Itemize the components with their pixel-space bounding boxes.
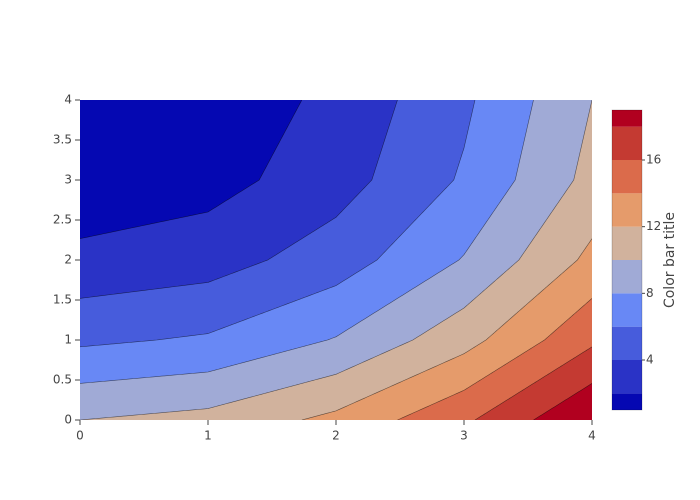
- colorbar-tick-label: 8: [646, 286, 654, 300]
- contour-band: [80, 100, 592, 420]
- y-tick-label: 1.5: [53, 293, 72, 307]
- x-tick-label: 0: [76, 429, 84, 443]
- colorbar-title: Color bar title: [662, 212, 678, 308]
- y-tick-label: 3.5: [53, 133, 72, 147]
- colorbar-band: [612, 260, 642, 294]
- colorbar-band: [612, 193, 642, 227]
- contour-line: [301, 238, 592, 420]
- y-tick-label: 0: [64, 413, 72, 427]
- y-tick-label: 2: [64, 253, 72, 267]
- contour-line: [80, 100, 534, 384]
- y-tick-label: 2.5: [53, 213, 72, 227]
- colorbar-tick-label: 16: [646, 153, 661, 167]
- colorbar-band: [612, 326, 642, 360]
- colorbar-band: [612, 226, 642, 260]
- contour-line: [80, 100, 592, 420]
- y-tick-label: 0.5: [53, 373, 72, 387]
- contour-line: [533, 383, 592, 420]
- colorbar-band: [612, 110, 642, 127]
- contour-line: [80, 100, 398, 299]
- contour-line: [80, 100, 476, 348]
- x-tick-label: 2: [332, 429, 340, 443]
- contour-line: [397, 298, 592, 420]
- colorbar-band: [612, 293, 642, 327]
- plot-area: [80, 100, 592, 420]
- colorbar-band: [612, 393, 642, 410]
- y-tick-label: 1: [64, 333, 72, 347]
- colorbar-band: [612, 160, 642, 194]
- colorbar-band: [612, 126, 642, 160]
- y-tick-label: 3: [64, 173, 72, 187]
- colorbar-band: [612, 360, 642, 394]
- y-tick-label: 4: [64, 93, 72, 107]
- x-tick-label: 3: [460, 429, 468, 443]
- x-tick-label: 1: [204, 429, 212, 443]
- x-tick-label: 4: [588, 429, 596, 443]
- contour-line: [80, 100, 303, 239]
- colorbar-outline: [611, 109, 643, 411]
- colorbar-tick-label: 4: [646, 353, 654, 367]
- contour-line: [474, 346, 592, 420]
- colorbar-tick-label: 12: [646, 219, 661, 233]
